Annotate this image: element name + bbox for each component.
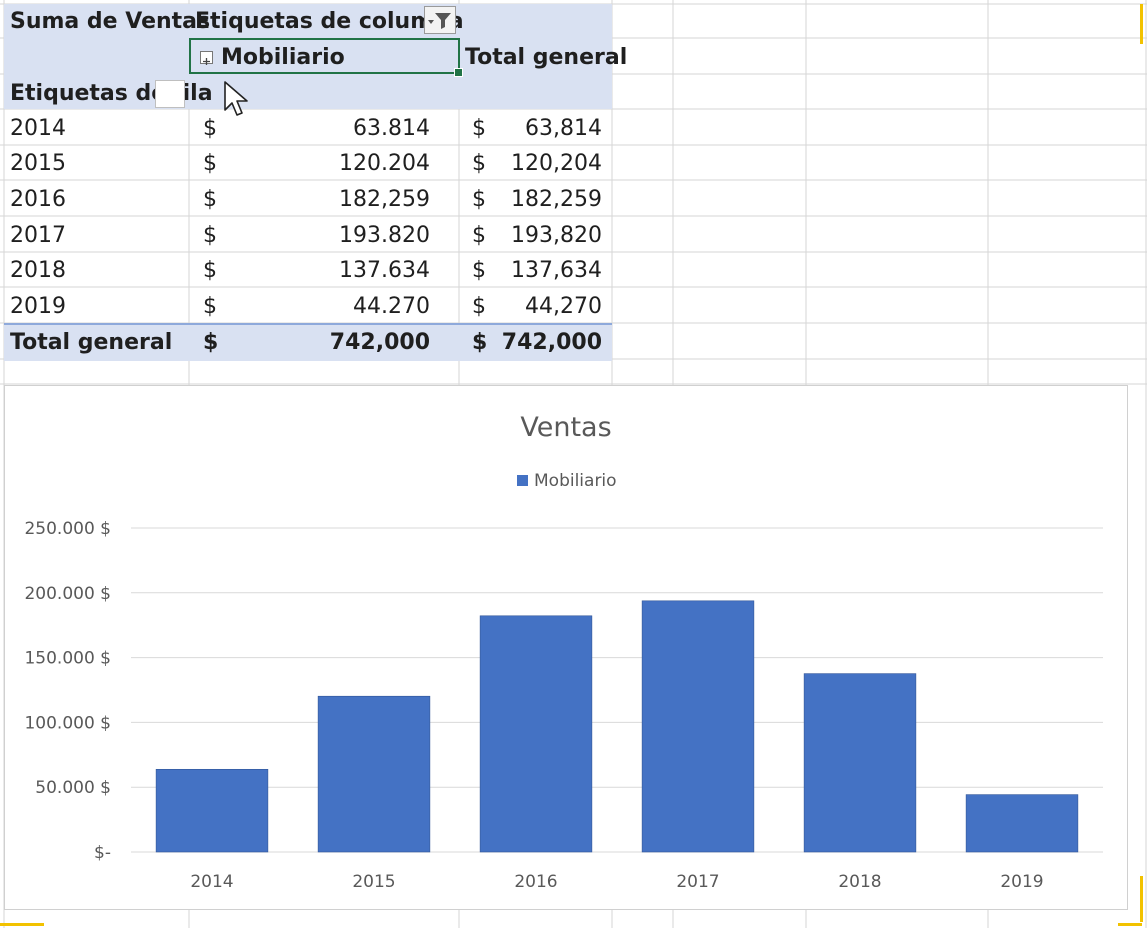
y-tick-label: $- [94, 843, 111, 863]
bar-2014 [155, 768, 269, 853]
bar-2016 [479, 615, 593, 853]
currency-symbol[interactable]: $ [472, 151, 486, 176]
x-tick-label: 2017 [676, 872, 719, 892]
bar-2015 [317, 695, 431, 853]
x-tick-label: 2019 [1000, 872, 1043, 892]
column-labels-header[interactable]: Etiquetas de columna [195, 9, 464, 34]
bar-2019 [965, 794, 1079, 853]
row-value-cell[interactable]: 182,259 [339, 187, 430, 212]
y-tick-label: 50.000 $ [35, 778, 111, 798]
sheet-edge-marker [1118, 923, 1142, 926]
currency-symbol[interactable]: $ [472, 330, 488, 355]
expand-plus-icon[interactable] [200, 51, 213, 65]
sheet-edge-marker [0, 923, 44, 926]
filter-icon [428, 13, 451, 29]
chart-title: Ventas [520, 412, 611, 443]
row-total-cell[interactable]: 44,270 [525, 294, 602, 319]
sheet-edge-marker [1140, 4, 1143, 44]
filter-dropdown-button[interactable] [424, 6, 456, 34]
legend-swatch [517, 475, 528, 486]
currency-symbol[interactable]: $ [203, 116, 217, 141]
row-year-label[interactable]: 2017 [10, 223, 66, 248]
currency-symbol[interactable]: $ [472, 116, 486, 141]
x-tick-label: 2015 [352, 872, 395, 892]
currency-symbol[interactable]: $ [472, 223, 486, 248]
row-value-cell[interactable]: 137.634 [339, 258, 430, 283]
row-year-label[interactable]: 2014 [10, 116, 66, 141]
grand-total-total[interactable]: 742,000 [501, 330, 602, 355]
pivot-corner-label[interactable]: Suma de Ventas [10, 9, 211, 34]
total-general-column-header[interactable]: Total general [465, 45, 628, 70]
mouse-pointer-icon [224, 81, 248, 116]
currency-symbol[interactable]: $ [472, 258, 486, 283]
row-labels-dropdown[interactable] [155, 80, 185, 108]
row-total-cell[interactable]: 63,814 [525, 116, 602, 141]
currency-symbol[interactable]: $ [203, 258, 217, 283]
row-year-label[interactable]: 2019 [10, 294, 66, 319]
legend-label: Mobiliario [534, 471, 617, 491]
currency-symbol[interactable]: $ [203, 294, 217, 319]
pivot-table[interactable]: Suma de Ventas Etiquetas de columna Mobi… [0, 0, 627, 361]
x-tick-label: 2014 [190, 872, 233, 892]
y-tick-label: 150.000 $ [24, 649, 111, 669]
currency-symbol[interactable]: $ [472, 187, 486, 212]
grand-total-label[interactable]: Total general [10, 330, 173, 355]
row-value-cell[interactable]: 120.204 [339, 151, 430, 176]
pivot-header-area [4, 4, 612, 109]
fill-handle[interactable] [454, 68, 463, 77]
x-tick-label: 2018 [838, 872, 881, 892]
x-tick-label: 2016 [514, 872, 557, 892]
column-field-mobiliario[interactable]: Mobiliario [221, 45, 345, 70]
y-tick-label: 100.000 $ [24, 713, 111, 733]
row-year-label[interactable]: 2015 [10, 151, 66, 176]
row-total-cell[interactable]: 137,634 [511, 258, 602, 283]
bar-2017 [641, 600, 755, 853]
currency-symbol[interactable]: $ [472, 294, 486, 319]
row-value-cell[interactable]: 44.270 [353, 294, 430, 319]
sales-chart[interactable]: Ventas Mobiliario $- 50.000 $ 100.000 $ 150.0… [4, 385, 1128, 910]
row-total-cell[interactable]: 120,204 [511, 151, 602, 176]
row-year-label[interactable]: 2018 [10, 258, 66, 283]
y-tick-label: 200.000 $ [24, 584, 111, 604]
currency-symbol[interactable]: $ [203, 187, 217, 212]
currency-symbol[interactable]: $ [203, 151, 217, 176]
row-total-cell[interactable]: 193,820 [511, 223, 602, 248]
row-value-cell[interactable]: 193.820 [339, 223, 430, 248]
row-total-cell[interactable]: 182,259 [511, 187, 602, 212]
chart-plot: Ventas Mobiliario $- 50.000 $ 100.000 $ 150.0… [24, 412, 1103, 892]
sheet-edge-marker [1140, 876, 1143, 922]
currency-symbol[interactable]: $ [203, 330, 219, 355]
grand-total-value[interactable]: 742,000 [329, 330, 430, 355]
selected-cell-mobiliario[interactable] [189, 38, 463, 77]
pivot-total-row-fill [4, 323, 612, 361]
row-value-cell[interactable]: 63.814 [353, 116, 430, 141]
currency-symbol[interactable]: $ [203, 223, 217, 248]
row-year-label[interactable]: 2016 [10, 187, 66, 212]
bar-2018 [803, 673, 917, 853]
y-tick-label: 250.000 $ [24, 519, 111, 539]
